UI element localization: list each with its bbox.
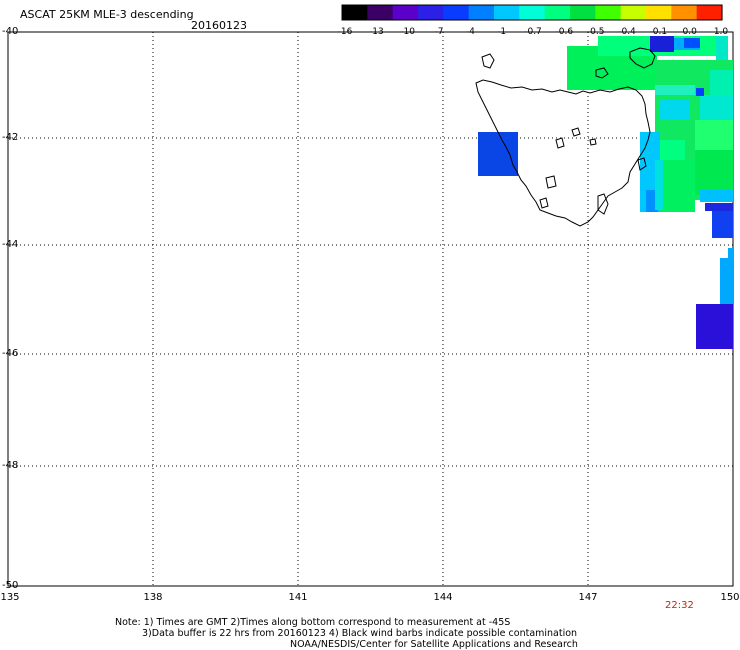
pixel-east-lower (660, 160, 695, 212)
lon-label-150: 150 (720, 592, 740, 603)
lat-label-50: -50 (2, 580, 19, 591)
flinders-island-coast (629, 47, 656, 69)
maria-island-coast (637, 157, 647, 171)
plot-frame (7, 31, 734, 587)
pixel-south-cyan (720, 258, 733, 304)
small-islands-coast (539, 127, 597, 209)
colorbar-label: 1.0 (713, 27, 729, 37)
colorbar-label: -0.6 (555, 27, 574, 37)
note-line-2: 3)Data buffer is 22 hrs from 20160123 4)… (142, 628, 578, 639)
cape-barren-island-coast (595, 67, 609, 79)
tasmania-main-coast (475, 79, 651, 227)
lat-label-48: -48 (2, 460, 19, 471)
pixel-east-cyan1 (655, 85, 695, 95)
pixel-west-block (478, 132, 518, 176)
data-pixels (478, 36, 733, 349)
product-date: 20160123 (191, 19, 247, 32)
colorbar-label: -16 (337, 27, 353, 37)
colorbar-label: -7 (434, 27, 444, 37)
colorbar-segment (696, 5, 723, 20)
pixel-south-violet (696, 304, 733, 349)
pixel-east-lower2 (695, 150, 733, 195)
colorbar-segment (494, 5, 520, 20)
lat-label-44: -44 (2, 239, 19, 250)
lon-label-147: 147 (578, 592, 598, 603)
colorbar-segment (392, 5, 419, 20)
lon-label-138: 138 (143, 592, 163, 603)
pixel-east-edge (716, 36, 728, 66)
colorbar-segment (671, 5, 698, 20)
colorbar-segment (443, 5, 470, 20)
pixel-east-mid2 (655, 140, 685, 160)
pixel-east-cyan4 (710, 70, 733, 95)
colorbar-segment (646, 5, 672, 20)
colorbar-segment (519, 5, 546, 20)
colorbar-segment (367, 5, 394, 20)
colorbar-label: 0.0 (682, 27, 697, 37)
colorbar-segment (595, 5, 622, 20)
colorbar (341, 4, 723, 21)
pixel-mid-blue (700, 190, 733, 202)
note-line-1: Note: 1) Times are GMT 2)Times along bot… (115, 617, 511, 628)
colorbar-label: -4 (465, 27, 475, 37)
pixel-corner-blue (705, 203, 733, 211)
lon-label-141: 141 (288, 592, 308, 603)
colorbar-label: -10 (400, 27, 416, 37)
colorbar-segment (342, 5, 368, 20)
colorbar-label: -0.7 (524, 27, 542, 37)
lon-label-135: 135 (0, 592, 20, 603)
pixel-east-cyan2 (660, 100, 690, 120)
lat-label-42: -42 (2, 132, 19, 143)
colorbar-segment (468, 5, 495, 20)
gridlines (8, 32, 733, 586)
time-label: 22:32 (665, 600, 694, 611)
colorbar-segment (570, 5, 596, 20)
colorbar-segment (418, 5, 444, 20)
lon-label-144: 144 (433, 592, 453, 603)
lat-label-46: -46 (2, 348, 19, 359)
pixel-east-mid1 (695, 120, 733, 150)
colorbar-label: -0.5 (586, 27, 605, 37)
pixel-north-dark (650, 36, 674, 52)
lat-label-40: -40 (2, 26, 19, 37)
pixel-southeast-teal (655, 160, 663, 210)
pixel-south-light (728, 248, 733, 258)
colorbar-label: -13 (368, 27, 384, 37)
pixel-corner-blue2 (712, 211, 733, 238)
colorbar-segment (620, 5, 647, 20)
pixel-north-blue (684, 38, 700, 48)
note-line-3: NOAA/NESDIS/Center for Satellite Applica… (290, 639, 578, 650)
king-island-coast (481, 53, 495, 69)
colorbar-label: -0.1 (649, 27, 668, 37)
colorbar-label: -0.4 (618, 27, 636, 37)
colorbar-segment (544, 5, 571, 20)
colorbar-frame (341, 4, 723, 21)
bruny-island-coast (597, 193, 609, 215)
product-title: ASCAT 25KM MLE-3 descending (20, 8, 194, 21)
pixel-east-blue (696, 88, 704, 96)
colorbar-label: -1 (497, 27, 507, 37)
coastline (475, 47, 656, 227)
pixel-east-cyan3 (700, 95, 733, 120)
